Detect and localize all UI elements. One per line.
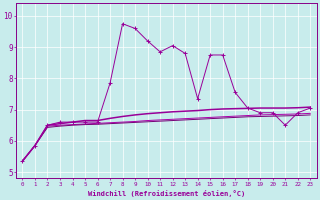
X-axis label: Windchill (Refroidissement éolien,°C): Windchill (Refroidissement éolien,°C) [88, 190, 245, 197]
